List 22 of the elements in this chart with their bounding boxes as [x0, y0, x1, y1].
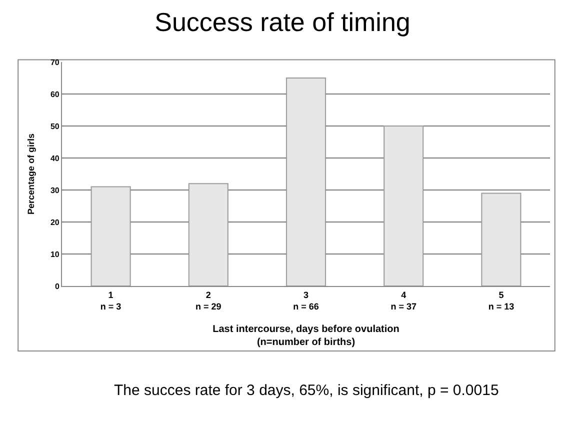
bar	[286, 78, 326, 286]
y-tick-label: 0	[54, 282, 60, 291]
y-tick-label: 10	[50, 250, 60, 259]
y-axis-title: Percentage of girls	[26, 133, 36, 215]
y-tick-label: 40	[50, 154, 60, 163]
x-tick-label: 3 n = 66	[293, 290, 319, 312]
y-tick-label: 50	[50, 122, 60, 131]
bar	[188, 183, 228, 286]
y-tick-label: 60	[50, 90, 60, 99]
bar	[481, 192, 522, 286]
x-tick-label: 1 n = 3	[100, 290, 122, 312]
x-tick-label: 4 n = 37	[390, 290, 416, 312]
text: The succes rate for 3 days, 65%, is significant, p = 0.0015	[114, 382, 499, 399]
x-tick-label: 2 n = 29	[196, 290, 222, 312]
bar	[90, 186, 131, 286]
bar	[384, 126, 424, 286]
x-tick-label: 5 n = 13	[488, 290, 514, 312]
y-tick-label: 30	[50, 186, 60, 195]
y-tick-label: 70	[50, 58, 60, 67]
x-axis-title: Last intercourse, days before ovulation (n=number of births)	[212, 324, 400, 348]
y-tick-label: 20	[50, 218, 60, 227]
chart-title: Success rate of timing	[154, 6, 410, 37]
